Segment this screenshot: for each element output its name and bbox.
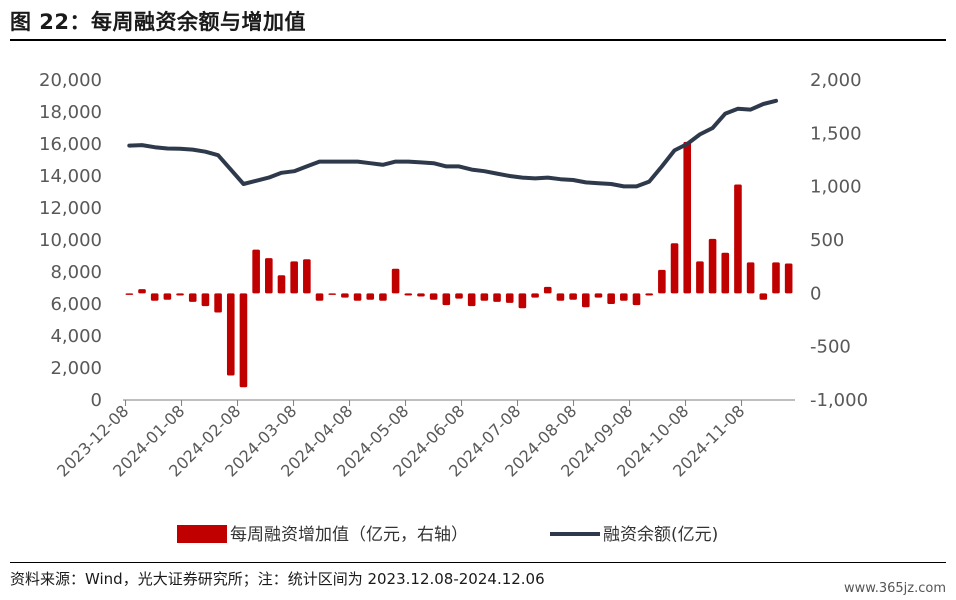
left-tick-label: 2,000 bbox=[50, 358, 102, 379]
bar-mark bbox=[138, 289, 146, 294]
left-tick-label: 8,000 bbox=[50, 262, 102, 283]
left-tick-label: 14,000 bbox=[39, 166, 102, 187]
right-axis: -1,000 -500 0 500 1,000 1,500 2,000 bbox=[810, 70, 868, 411]
left-tick-label: 12,000 bbox=[39, 198, 102, 219]
left-tick-label: 18,000 bbox=[39, 102, 102, 123]
bar-mark bbox=[594, 293, 603, 298]
bar-mark bbox=[252, 249, 260, 294]
left-tick-label: 0 bbox=[91, 390, 102, 411]
footer-rule bbox=[10, 562, 946, 563]
bar-mark bbox=[239, 293, 248, 388]
bar-mark bbox=[721, 252, 730, 294]
legend: 每周融资增加值（亿元，右轴） 融资余额(亿元) bbox=[177, 525, 718, 545]
right-tick-label: 1,000 bbox=[810, 177, 862, 198]
left-axis: 0 2,000 4,000 6,000 8,000 10,000 12,000 14,000 1… bbox=[39, 70, 102, 411]
bar-mark bbox=[201, 293, 210, 307]
bar-mark bbox=[125, 293, 134, 295]
bar-mark bbox=[328, 293, 337, 295]
bar-mark bbox=[746, 262, 755, 294]
bar-mark bbox=[265, 258, 273, 294]
bar-mark bbox=[531, 293, 539, 298]
bar-mark bbox=[670, 243, 679, 294]
bar-mark bbox=[176, 293, 184, 296]
source-note: 资料来源：Wind，光大证券研究所；注：统计区间为 2023.12.08-202… bbox=[10, 570, 545, 588]
bar-mark bbox=[696, 261, 704, 294]
line-series bbox=[127, 98, 778, 189]
bar-mark bbox=[429, 293, 438, 300]
right-tick-label: -500 bbox=[810, 337, 851, 358]
left-tick-label: 20,000 bbox=[39, 70, 102, 91]
bar-mark bbox=[518, 293, 527, 309]
balance-line bbox=[127, 98, 778, 189]
right-tick-label: 2,000 bbox=[810, 70, 862, 91]
legend-bar-swatch bbox=[177, 525, 227, 543]
bar-mark bbox=[442, 293, 451, 306]
bar-mark bbox=[505, 293, 514, 303]
bar-mark bbox=[150, 293, 159, 301]
legend-line-label: 融资余额(亿元) bbox=[603, 525, 718, 545]
bar-mark bbox=[683, 141, 692, 294]
bar-mark bbox=[417, 293, 425, 297]
title-rule bbox=[10, 39, 946, 41]
bar-mark bbox=[391, 268, 400, 294]
left-tick-label: 10,000 bbox=[39, 230, 102, 251]
watermark: www.365jz.com bbox=[844, 581, 946, 596]
bar-mark bbox=[341, 293, 349, 298]
legend-bar-label: 每周融资增加值（亿元，右轴） bbox=[230, 525, 468, 545]
bar-mark bbox=[226, 293, 235, 376]
bar-mark bbox=[277, 275, 286, 294]
bar-mark bbox=[303, 259, 311, 294]
bar-mark bbox=[581, 293, 590, 308]
bar-mark bbox=[569, 293, 577, 300]
bar-mark bbox=[353, 293, 362, 301]
bar-mark bbox=[404, 293, 413, 296]
bar-mark bbox=[708, 238, 717, 294]
right-tick-label: -1,000 bbox=[810, 390, 868, 411]
bar-mark bbox=[658, 269, 666, 294]
right-tick-label: 1,500 bbox=[810, 123, 862, 144]
bar-mark bbox=[455, 293, 463, 299]
bar-mark bbox=[784, 263, 793, 294]
bar-mark bbox=[543, 286, 552, 294]
left-tick-label: 6,000 bbox=[50, 294, 102, 315]
x-axis: 2023-12-082024-01-082024-02-082024-03-08… bbox=[53, 399, 795, 481]
figure-title: 图 22：每周融资余额与增加值 bbox=[10, 10, 307, 34]
bar-mark bbox=[734, 184, 742, 294]
bar-mark bbox=[480, 293, 489, 301]
bar-mark bbox=[214, 293, 222, 313]
right-tick-label: 0 bbox=[810, 283, 821, 304]
bar-mark bbox=[315, 293, 324, 301]
right-tick-label: 500 bbox=[810, 230, 844, 251]
bar-mark bbox=[467, 293, 476, 307]
bar-mark bbox=[366, 293, 375, 300]
bar-mark bbox=[607, 293, 615, 304]
bar-mark bbox=[290, 261, 298, 294]
left-tick-label: 16,000 bbox=[39, 134, 102, 155]
bar-mark bbox=[645, 293, 653, 296]
bar-mark bbox=[163, 293, 172, 300]
bar-series bbox=[125, 141, 793, 388]
bar-mark bbox=[188, 293, 197, 302]
bar-mark bbox=[632, 293, 641, 306]
bar-mark bbox=[759, 293, 768, 300]
bar-mark bbox=[620, 293, 628, 301]
bar-mark bbox=[556, 293, 565, 301]
bar-mark bbox=[493, 293, 501, 302]
bar-mark bbox=[772, 262, 780, 294]
left-tick-label: 4,000 bbox=[50, 326, 102, 347]
bar-mark bbox=[379, 293, 387, 301]
